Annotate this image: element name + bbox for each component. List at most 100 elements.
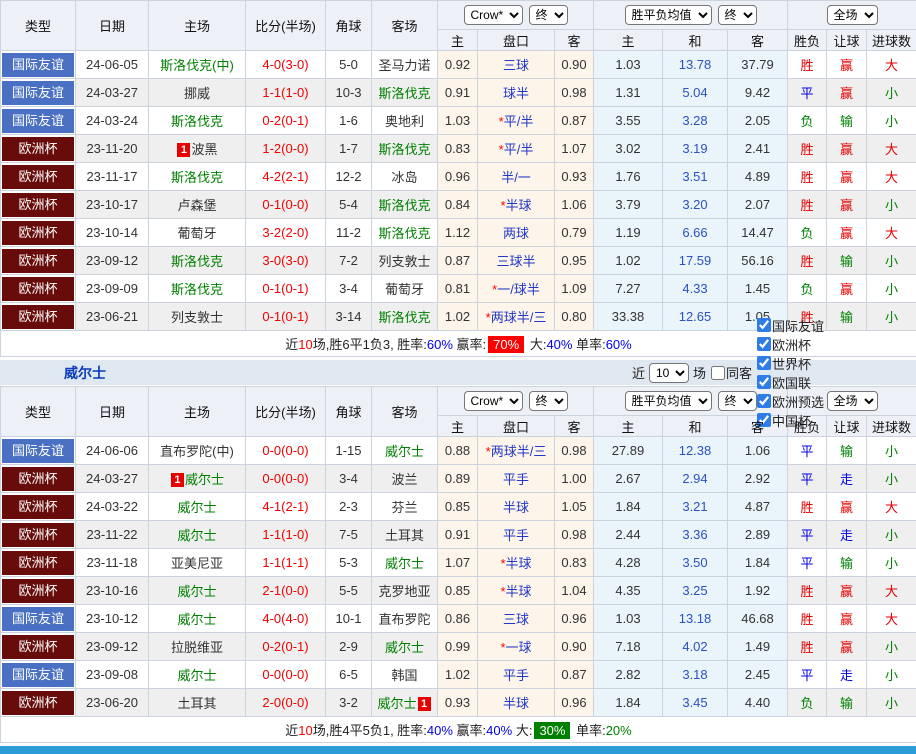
handicap-result-cell: 赢 bbox=[827, 219, 867, 247]
score-cell: 0-1(0-1) bbox=[246, 275, 326, 303]
avg-home-cell: 1.84 bbox=[594, 689, 663, 717]
scope-select[interactable]: 全场 bbox=[827, 5, 878, 25]
home-team-cell[interactable]: 土耳其 bbox=[149, 689, 246, 717]
league-filter-checkbox[interactable] bbox=[757, 375, 771, 389]
away-team-cell[interactable]: 威尔士 bbox=[372, 549, 438, 577]
home-team-cell[interactable]: 斯洛伐克(中) bbox=[149, 51, 246, 79]
avg-away-cell: 4.89 bbox=[728, 163, 788, 191]
bookmaker-select[interactable]: Crow* bbox=[464, 5, 523, 25]
league-filter[interactable]: 欧洲预选 bbox=[754, 392, 824, 411]
away-team-cell[interactable]: 威尔士 bbox=[372, 437, 438, 465]
col-type: 类型 bbox=[1, 1, 76, 51]
league-filter-checkbox[interactable] bbox=[757, 337, 771, 351]
handicap-cell: 两球 bbox=[478, 219, 555, 247]
handicap-result-cell: 赢 bbox=[827, 191, 867, 219]
summary-segment: 场,胜6平1负3, 胜率: bbox=[313, 337, 427, 352]
final-odds-select[interactable]: 终 bbox=[529, 5, 568, 25]
final-avg-select[interactable]: 终 bbox=[718, 5, 757, 25]
avg-home-cell: 3.55 bbox=[594, 107, 663, 135]
away-team-cell[interactable]: 直布罗陀 bbox=[372, 605, 438, 633]
home-team-cell[interactable]: 威尔士 bbox=[149, 493, 246, 521]
home-team-cell[interactable]: 斯洛伐克 bbox=[149, 275, 246, 303]
home-team-cell[interactable]: 斯洛伐克 bbox=[149, 107, 246, 135]
away-team-cell[interactable]: 克罗地亚 bbox=[372, 577, 438, 605]
home-team-cell[interactable]: 斯洛伐克 bbox=[149, 163, 246, 191]
league-cell: 欧洲杯 bbox=[1, 549, 76, 577]
outcome-cell: 胜 bbox=[788, 51, 827, 79]
home-team-cell[interactable]: 直布罗陀(中) bbox=[149, 437, 246, 465]
table-head: 类型 日期 主场 比分(半场) 角球 客场 Crow*终 胜平负均值终 全场 主… bbox=[1, 1, 916, 51]
league-filter-checkbox[interactable] bbox=[757, 318, 771, 332]
summary-segment: 40% bbox=[427, 723, 453, 738]
league-filter[interactable]: 国际友谊 bbox=[754, 316, 824, 335]
away-team-cell[interactable]: 韩国 bbox=[372, 661, 438, 689]
corner-cell: 1-7 bbox=[326, 135, 372, 163]
final-odds-select[interactable]: 终 bbox=[529, 391, 568, 411]
away-team-cell[interactable]: 芬兰 bbox=[372, 493, 438, 521]
away-team-cell[interactable]: 葡萄牙 bbox=[372, 275, 438, 303]
handicap-result-cell: 输 bbox=[827, 689, 867, 717]
league-filter[interactable]: 欧国联 bbox=[754, 373, 824, 392]
home-team-cell[interactable]: 威尔士 bbox=[149, 605, 246, 633]
away-team-cell[interactable]: 列支敦士 bbox=[372, 247, 438, 275]
away-team-cell[interactable]: 冰岛 bbox=[372, 163, 438, 191]
same-away-filter[interactable]: 同客 bbox=[708, 363, 752, 382]
home-team-cell[interactable]: 斯洛伐克 bbox=[149, 247, 246, 275]
home-team-cell[interactable]: 卢森堡 bbox=[149, 191, 246, 219]
home-team-cell[interactable]: 威尔士 bbox=[149, 577, 246, 605]
home-team-cell[interactable]: 拉脱维亚 bbox=[149, 633, 246, 661]
avg-select[interactable]: 胜平负均值 bbox=[625, 5, 712, 25]
summary-segment: 10 bbox=[298, 337, 312, 352]
handicap-away-odds-cell: 0.80 bbox=[555, 303, 594, 331]
away-team-cell[interactable]: 斯洛伐克 bbox=[372, 219, 438, 247]
handicap-result-cell: 输 bbox=[827, 437, 867, 465]
outcome-cell: 平 bbox=[788, 661, 827, 689]
outcome-cell: 胜 bbox=[788, 247, 827, 275]
home-team-cell[interactable]: 列支敦士 bbox=[149, 303, 246, 331]
date-cell: 23-10-14 bbox=[76, 219, 149, 247]
away-team-cell[interactable]: 斯洛伐克 bbox=[372, 79, 438, 107]
away-team-cell[interactable]: 斯洛伐克 bbox=[372, 303, 438, 331]
final-avg-select[interactable]: 终 bbox=[718, 391, 757, 411]
league-filter[interactable]: 欧洲杯 bbox=[754, 335, 824, 354]
avg-select[interactable]: 胜平负均值 bbox=[625, 391, 712, 411]
away-team-cell[interactable]: 威尔士 bbox=[372, 633, 438, 661]
home-team-cell[interactable]: 威尔士 bbox=[149, 521, 246, 549]
handicap-home-odds-cell: 1.03 bbox=[438, 107, 478, 135]
avg-draw-cell: 12.38 bbox=[663, 437, 728, 465]
away-team-cell[interactable]: 奥地利 bbox=[372, 107, 438, 135]
score-cell: 0-1(0-0) bbox=[246, 191, 326, 219]
recent-count-select[interactable]: 10 bbox=[649, 363, 689, 383]
avg-away-cell: 1.49 bbox=[728, 633, 788, 661]
same-away-checkbox[interactable] bbox=[711, 366, 725, 380]
home-team-cell[interactable]: 亚美尼亚 bbox=[149, 549, 246, 577]
avg-draw-cell: 3.20 bbox=[663, 191, 728, 219]
away-team-cell[interactable]: 斯洛伐克 bbox=[372, 135, 438, 163]
home-team-cell[interactable]: 威尔士 bbox=[149, 661, 246, 689]
col-odds-home: 主 bbox=[438, 416, 478, 437]
league-filter-checkbox[interactable] bbox=[757, 356, 771, 370]
league-cell: 欧洲杯 bbox=[1, 135, 76, 163]
scope-select[interactable]: 全场 bbox=[827, 391, 878, 411]
away-team-cell[interactable]: 土耳其 bbox=[372, 521, 438, 549]
outcome-cell: 负 bbox=[788, 219, 827, 247]
away-team-cell[interactable]: 波兰 bbox=[372, 465, 438, 493]
home-team-cell[interactable]: 挪威 bbox=[149, 79, 246, 107]
away-team-cell[interactable]: 斯洛伐克 bbox=[372, 191, 438, 219]
date-cell: 23-10-12 bbox=[76, 605, 149, 633]
goals-result-cell: 小 bbox=[867, 437, 916, 465]
outcome-cell: 胜 bbox=[788, 605, 827, 633]
avg-away-cell: 2.89 bbox=[728, 521, 788, 549]
away-team-cell[interactable]: 圣马力诺 bbox=[372, 51, 438, 79]
avg-home-cell: 7.27 bbox=[594, 275, 663, 303]
bookmaker-select[interactable]: Crow* bbox=[464, 391, 523, 411]
league-filter[interactable]: 世界杯 bbox=[754, 354, 824, 373]
goals-result-cell: 大 bbox=[867, 135, 916, 163]
summary-segment: 40% bbox=[486, 723, 512, 738]
home-team-cell[interactable]: 葡萄牙 bbox=[149, 219, 246, 247]
